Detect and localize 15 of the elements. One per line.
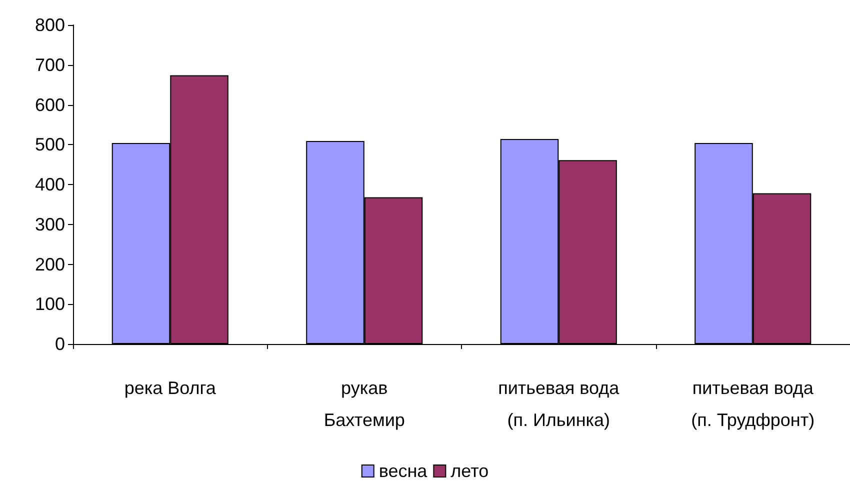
y-tick-label: 200 <box>34 254 65 274</box>
y-tick-label: 600 <box>34 94 65 115</box>
y-tick-label: 300 <box>34 214 65 234</box>
x-tick-label: рукав Бахтемир <box>324 378 405 430</box>
legend-label: лето <box>450 461 489 481</box>
x-tick-label: питьевая вода (п. Трудфронт) <box>691 378 815 430</box>
y-tick-label: 500 <box>34 134 65 155</box>
x-tick-label: питьевая вода (п. Ильинка) <box>498 378 620 430</box>
x-tick-label: река Волга <box>124 378 217 398</box>
y-tick-label: 400 <box>34 174 65 194</box>
y-tick-label: 800 <box>34 15 65 35</box>
legend-label: весна <box>378 461 428 481</box>
y-tick-label: 100 <box>34 294 65 314</box>
y-tick-label: 700 <box>34 54 65 75</box>
y-tick-label: 0 <box>54 334 65 354</box>
